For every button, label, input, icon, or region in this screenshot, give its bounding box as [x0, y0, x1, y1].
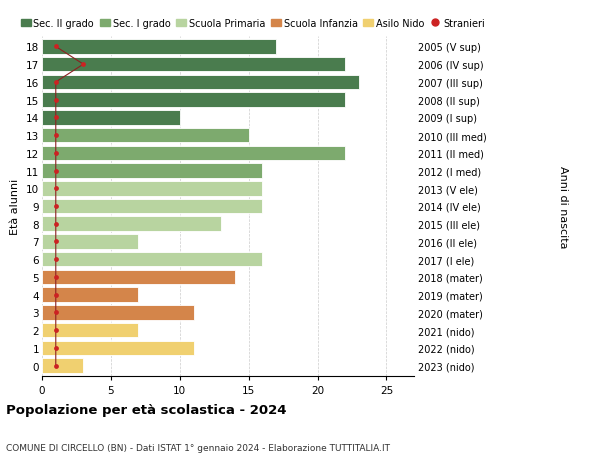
Point [51, 327, 61, 334]
Text: Popolazione per età scolastica - 2024: Popolazione per età scolastica - 2024 [6, 403, 287, 416]
Text: COMUNE DI CIRCELLO (BN) - Dati ISTAT 1° gennaio 2024 - Elaborazione TUTTITALIA.I: COMUNE DI CIRCELLO (BN) - Dati ISTAT 1° … [6, 443, 390, 452]
Point [51, 168, 61, 175]
Bar [42, 252, 262, 267]
Point [51, 291, 61, 299]
Bar [42, 129, 248, 143]
Bar [42, 40, 276, 55]
Bar [42, 288, 139, 302]
Point [51, 97, 61, 104]
Y-axis label: Anni di nascita: Anni di nascita [559, 165, 568, 248]
Bar [42, 323, 139, 338]
Bar [42, 199, 262, 214]
Y-axis label: Età alunni: Età alunni [10, 179, 20, 235]
Point [51, 238, 61, 246]
Bar [42, 217, 221, 231]
Bar [42, 358, 83, 373]
Point [51, 362, 61, 369]
Bar [42, 341, 194, 355]
Bar [42, 182, 262, 196]
Bar [42, 146, 345, 161]
Point [51, 221, 61, 228]
Point [51, 132, 61, 140]
Bar [42, 270, 235, 285]
Bar [42, 235, 139, 249]
Bar [42, 58, 345, 72]
Point [51, 114, 61, 122]
Point [51, 203, 61, 210]
Point [51, 344, 61, 352]
Bar [42, 93, 345, 108]
Point [51, 256, 61, 263]
Bar [42, 305, 194, 320]
Legend: Sec. II grado, Sec. I grado, Scuola Primaria, Scuola Infanzia, Asilo Nido, Stran: Sec. II grado, Sec. I grado, Scuola Prim… [21, 18, 485, 28]
Bar [42, 75, 359, 90]
Point [51, 79, 61, 86]
Point [51, 309, 61, 316]
Point [51, 185, 61, 192]
Bar [42, 164, 262, 179]
Bar [42, 111, 180, 125]
Point [79, 62, 88, 69]
Point [51, 150, 61, 157]
Point [51, 274, 61, 281]
Point [51, 44, 61, 51]
